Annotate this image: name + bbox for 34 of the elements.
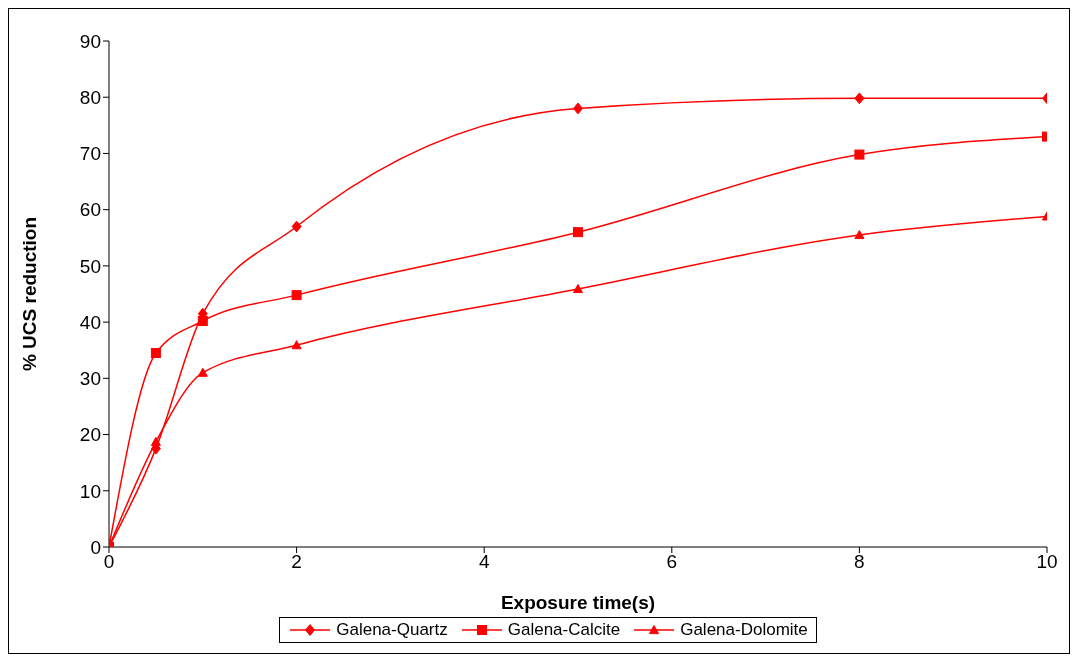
point	[854, 149, 865, 160]
y-tick-label: 0	[90, 536, 101, 558]
point	[197, 367, 208, 377]
y-tick-label: 40	[79, 311, 101, 333]
x-axis-title: Exposure time(s)	[500, 592, 656, 613]
y-tick-label: 60	[79, 199, 101, 221]
y-tick-label: 90	[79, 30, 101, 52]
y-tick-label: 50	[79, 255, 101, 277]
point	[150, 348, 161, 359]
legend-label: Galena-Quartz	[336, 620, 448, 640]
point	[197, 315, 208, 326]
point	[573, 283, 583, 294]
y-tick-label: 30	[79, 368, 101, 390]
x-tick-label: 10	[1036, 551, 1058, 573]
legend-label: Galena-Calcite	[507, 620, 621, 640]
y-tick-label: 80	[79, 86, 101, 108]
point	[573, 227, 583, 238]
point	[854, 229, 865, 240]
point	[854, 92, 865, 105]
point	[573, 102, 583, 115]
point	[291, 220, 302, 233]
point	[291, 340, 302, 350]
y-axis-title: % UCS reduction	[18, 216, 40, 372]
point	[291, 290, 302, 301]
y-tick-label: 10	[79, 480, 101, 502]
x-tick-label: 8	[854, 551, 865, 573]
x-tick-label: 6	[666, 551, 678, 573]
y-tick-label: 70	[79, 143, 101, 165]
x-tick-label: 4	[478, 551, 490, 573]
x-tick-label: 0	[103, 551, 115, 573]
point	[150, 436, 161, 446]
legend-label: Galena-Dolomite	[680, 620, 808, 640]
x-tick-label: 2	[291, 551, 302, 573]
y-tick-label: 20	[79, 424, 101, 446]
